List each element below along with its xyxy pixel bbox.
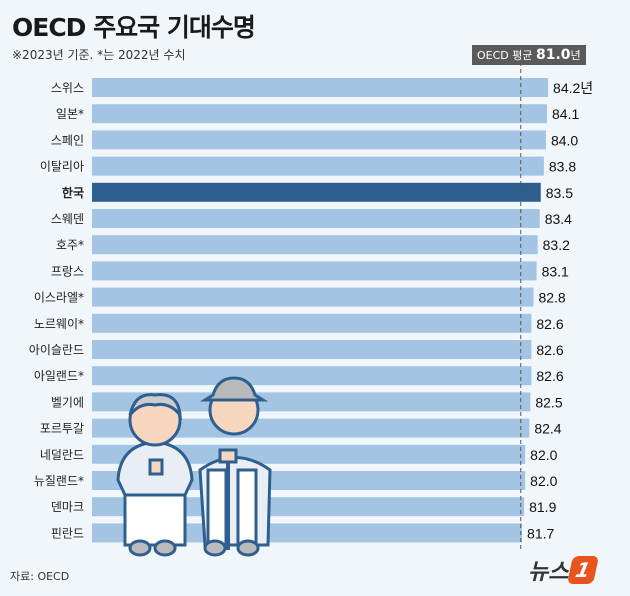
value-label: 82.4 bbox=[534, 421, 561, 437]
bar bbox=[92, 444, 526, 464]
bar bbox=[92, 78, 549, 97]
value-label: 83.5 bbox=[546, 185, 573, 201]
category-label: 한국 bbox=[62, 185, 84, 200]
average-badge: OECD 평균 81.0년 bbox=[472, 45, 586, 65]
value-label: 82.5 bbox=[535, 394, 562, 410]
value-label: 84.2년 bbox=[553, 80, 593, 96]
category-label: 아이슬란드 bbox=[29, 343, 84, 357]
category-label: 포르투갈 bbox=[40, 422, 84, 436]
bar bbox=[92, 104, 547, 124]
bar bbox=[92, 261, 537, 281]
category-label: 아일랜드* bbox=[34, 369, 84, 383]
bar bbox=[92, 235, 538, 255]
category-label: 뉴질랜드* bbox=[34, 474, 84, 488]
value-label: 84.0 bbox=[551, 132, 578, 148]
value-label: 83.1 bbox=[542, 263, 569, 279]
bar bbox=[92, 497, 525, 517]
value-label: 83.2 bbox=[543, 237, 570, 253]
bar bbox=[92, 340, 532, 359]
category-label: 일본* bbox=[56, 107, 84, 121]
category-label: 스위스 bbox=[51, 81, 84, 95]
value-label: 83.4 bbox=[545, 211, 572, 227]
category-label: 프랑스 bbox=[51, 264, 84, 278]
source-note: 자료: OECD bbox=[10, 570, 70, 583]
category-label: 이탈리아 bbox=[40, 160, 84, 174]
value-label: 82.8 bbox=[538, 290, 565, 306]
value-label: 82.0 bbox=[530, 447, 557, 463]
average-value: 81.0 bbox=[536, 47, 571, 63]
category-label: 노르웨이* bbox=[34, 317, 84, 331]
bar bbox=[92, 313, 532, 333]
bar bbox=[92, 182, 541, 202]
category-label: 이스라엘* bbox=[34, 291, 84, 305]
category-label: 스페인 bbox=[51, 133, 84, 147]
bar bbox=[92, 418, 530, 438]
bar bbox=[92, 366, 532, 386]
bar bbox=[92, 287, 534, 307]
category-label: 호주* bbox=[56, 238, 84, 252]
value-label: 82.6 bbox=[536, 368, 563, 384]
elderly-couple-illustration bbox=[116, 376, 272, 557]
value-label: 83.8 bbox=[549, 159, 576, 175]
logo-text: 뉴스 bbox=[528, 560, 569, 585]
bar bbox=[92, 392, 531, 412]
category-label: 덴마크 bbox=[51, 500, 84, 514]
bar bbox=[92, 209, 540, 228]
average-label: OECD 평균 bbox=[477, 49, 533, 62]
value-label: 84.1 bbox=[552, 106, 579, 122]
bar bbox=[92, 523, 523, 543]
chart-title: OECD 주요국 기대수명 bbox=[12, 13, 256, 42]
category-label: 핀란드 bbox=[51, 526, 84, 540]
category-label: 스웨덴 bbox=[51, 212, 84, 226]
bar bbox=[92, 156, 544, 176]
average-unit: 년 bbox=[570, 49, 581, 62]
logo-number: 1 bbox=[567, 556, 600, 584]
news1-logo: 뉴스 1 bbox=[528, 554, 600, 586]
value-label: 81.7 bbox=[527, 525, 554, 541]
value-label: 82.6 bbox=[536, 316, 563, 332]
value-label: 82.0 bbox=[530, 473, 557, 489]
value-label: 82.6 bbox=[536, 342, 563, 358]
category-label: 네덜란드 bbox=[40, 448, 84, 462]
bar bbox=[92, 130, 546, 150]
chart-subtitle: ※2023년 기준. *는 2022년 수치 bbox=[12, 48, 186, 62]
category-label: 벨기에 bbox=[51, 395, 84, 409]
value-label: 81.9 bbox=[529, 499, 556, 515]
